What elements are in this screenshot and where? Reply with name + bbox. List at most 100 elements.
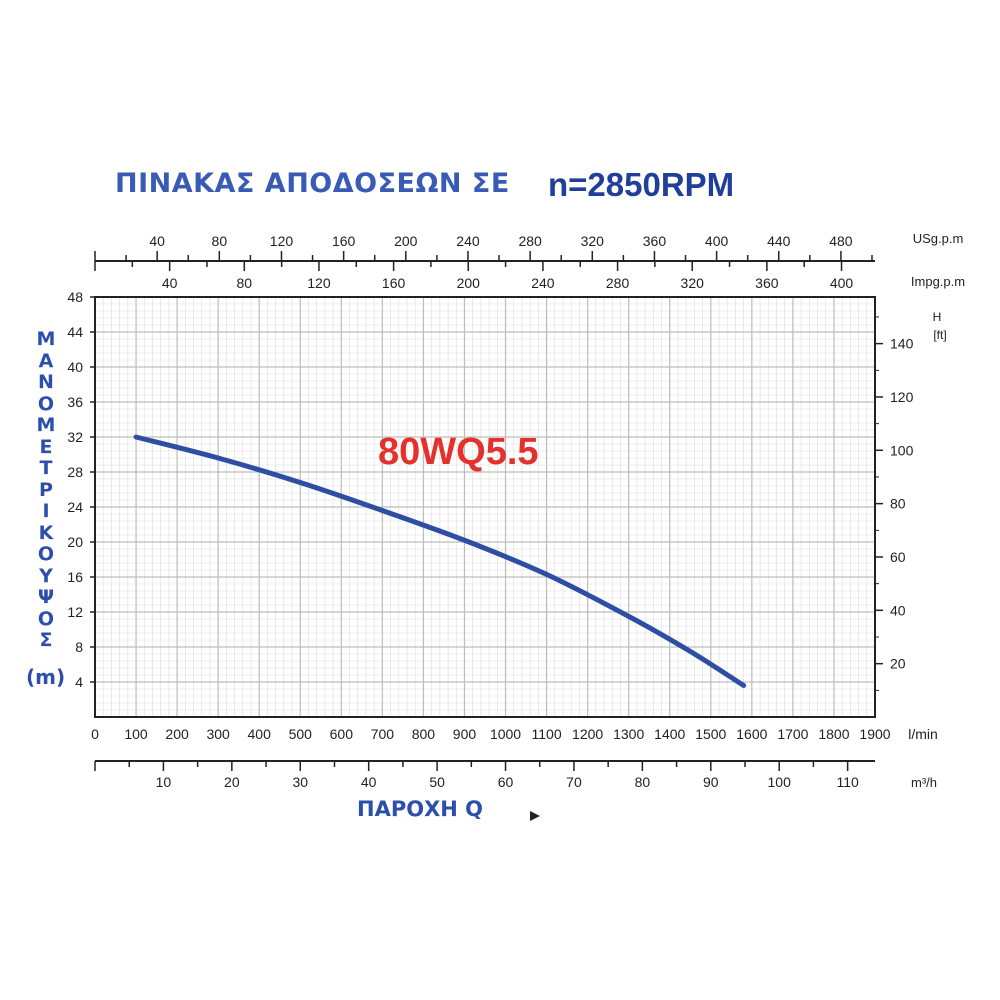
y2-tick-label: 20	[890, 656, 906, 672]
impgpm-tick-label: 120	[307, 275, 331, 291]
x-tick-label: 1700	[777, 726, 808, 742]
y-tick-label: 32	[67, 429, 83, 445]
y-axis-label-letter: Ε	[39, 435, 53, 458]
x-tick-label: 1000	[490, 726, 521, 742]
usgpm-axis-unit: USg.p.m	[913, 231, 964, 246]
y-axis-label-letter: Μ	[36, 328, 56, 350]
impgpm-tick-label: 240	[531, 275, 555, 291]
m3h-tick-label: 70	[566, 774, 582, 790]
y-tick-label: 36	[67, 394, 83, 410]
y-tick-label: 44	[67, 324, 83, 340]
x-tick-label: 100	[124, 726, 148, 742]
m3h-tick-label: 20	[224, 774, 240, 790]
m3h-tick-label: 10	[156, 774, 172, 790]
y-tick-label: 48	[67, 289, 83, 305]
y-tick-label: 8	[75, 639, 83, 655]
m3h-tick-label: 90	[703, 774, 719, 790]
y-tick-label: 24	[67, 499, 83, 515]
y-axis-label-letter: Ο	[37, 543, 55, 565]
usgpm-tick-label: 440	[767, 233, 791, 249]
usgpm-tick-label: 120	[270, 233, 294, 249]
y-axis-label-letter: Μ	[36, 414, 56, 436]
chart-title: ΠΙΝΑΚΑΣ ΑΠΟΔΟΣΕΩΝ ΣΕ	[115, 168, 510, 199]
series-line	[133, 434, 747, 688]
m3h-tick-label: 60	[498, 774, 514, 790]
x-tick-label: 800	[412, 726, 436, 742]
y-axis-label-letter: Ο	[37, 392, 55, 415]
usgpm-tick-label: 80	[212, 233, 228, 249]
y2-tick-label: 140	[890, 336, 914, 352]
impgpm-tick-label: 40	[162, 275, 178, 291]
y-axis-label-letter: Α	[38, 349, 54, 372]
x-tick-label: 300	[206, 726, 230, 742]
x-tick-label: 1900	[859, 726, 890, 742]
y-tick-label: 12	[67, 604, 83, 620]
x-tick-label: 1800	[818, 726, 849, 742]
usgpm-tick-label: 40	[149, 233, 165, 249]
impgpm-tick-label: 360	[755, 275, 779, 291]
x-tick-label: 700	[371, 726, 395, 742]
y-tick-label: 28	[67, 464, 83, 480]
x-tick-label: 1400	[654, 726, 685, 742]
y-axis-label-letter: Ρ	[39, 478, 53, 501]
m3h-axis-unit: m³/h	[911, 775, 937, 790]
y-axis-label-letter: Ι	[42, 500, 50, 522]
x-tick-label: 900	[453, 726, 477, 742]
y-axis-label-letter: Ψ	[37, 586, 55, 608]
x-axis-label: ΠΑΡΟΧΗ Q	[357, 797, 483, 821]
y-tick-label: 20	[67, 534, 83, 550]
usgpm-tick-label: 280	[518, 233, 542, 249]
x-tick-label: 0	[91, 726, 99, 742]
y2-tick-label: 60	[890, 549, 906, 565]
m3h-tick-label: 50	[429, 774, 445, 790]
y-axis-label-letter: Υ	[39, 564, 53, 587]
impgpm-tick-label: 400	[830, 275, 854, 291]
x-axis-unit: l/min	[908, 726, 938, 742]
impgpm-tick-label: 320	[681, 275, 705, 291]
y-tick-label: 4	[75, 674, 83, 690]
y2-tick-label: 120	[890, 389, 914, 405]
m3h-tick-label: 40	[361, 774, 377, 790]
m3h-tick-label: 100	[768, 774, 792, 790]
usgpm-tick-label: 320	[581, 233, 605, 249]
x-tick-label: 500	[289, 726, 313, 742]
x-tick-label: 1300	[613, 726, 644, 742]
x-tick-label: 1100	[532, 726, 562, 742]
x-tick-label: 1500	[695, 726, 726, 742]
x-tick-label: 400	[248, 726, 272, 742]
arrow-right-icon	[530, 811, 540, 821]
y-axis-unit: (m)	[26, 665, 66, 689]
y2-axis-unit: [ft]	[933, 328, 946, 342]
impgpm-tick-label: 80	[237, 275, 253, 291]
impgpm-tick-label: 280	[606, 275, 630, 291]
y-axis-label-letter: Κ	[38, 521, 54, 544]
impgpm-tick-label: 200	[457, 275, 481, 291]
usgpm-tick-label: 400	[705, 233, 729, 249]
y-axis-label-letter: Ν	[38, 371, 54, 393]
y-tick-label: 40	[67, 359, 83, 375]
x-tick-label: 200	[165, 726, 189, 742]
m3h-tick-label: 80	[635, 774, 651, 790]
chart-title-rpm: n=2850RPM	[548, 166, 735, 203]
y-axis-label-letter: Σ	[39, 629, 53, 651]
m3h-tick-label: 30	[292, 774, 308, 790]
impgpm-tick-label: 160	[382, 275, 406, 291]
impgpm-axis-unit: Impg.p.m	[911, 274, 965, 289]
usgpm-tick-label: 160	[332, 233, 356, 249]
y2-tick-label: 80	[890, 496, 906, 512]
x-tick-label: 600	[330, 726, 354, 742]
y-axis-label-letter: Τ	[39, 457, 53, 479]
y-tick-label: 16	[67, 569, 83, 585]
y2-tick-label: 40	[890, 602, 906, 618]
y2-axis-unit: H	[933, 310, 942, 324]
usgpm-tick-label: 480	[829, 233, 853, 249]
usgpm-tick-label: 360	[643, 233, 667, 249]
x-tick-label: 1600	[736, 726, 767, 742]
x-tick-label: 1200	[572, 726, 603, 742]
m3h-tick-label: 110	[836, 774, 859, 790]
usgpm-tick-label: 200	[394, 233, 418, 249]
y2-tick-label: 100	[890, 442, 914, 458]
model-label: 80WQ5.5	[378, 431, 539, 473]
